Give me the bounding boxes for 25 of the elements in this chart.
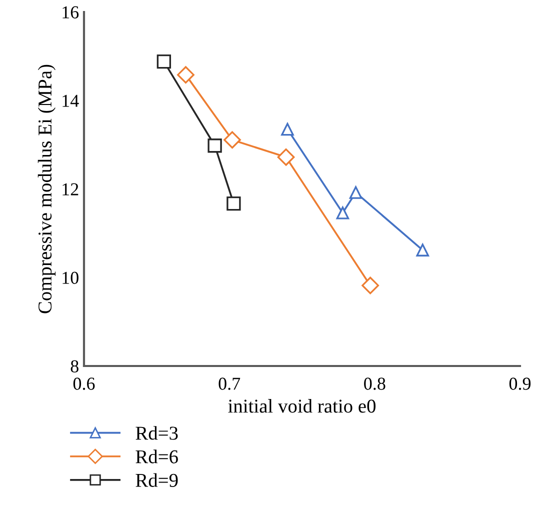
point	[336, 206, 350, 220]
point	[156, 54, 172, 69]
y-tick-label: 14	[62, 94, 79, 107]
point	[281, 122, 294, 136]
y-tick-label: 12	[62, 183, 78, 196]
x-tick-label: 0.9	[509, 378, 531, 390]
x-tick-label: 0.8	[364, 378, 386, 390]
x-tick-label: 0.7	[218, 378, 240, 390]
point	[416, 244, 430, 256]
point	[177, 66, 194, 84]
point	[362, 276, 379, 294]
y-tick-label: 8	[70, 360, 78, 372]
x-axis-title: initial void ratio e0	[228, 399, 376, 413]
legend-label: Rd=3	[136, 426, 178, 440]
y-tick-label: 16	[62, 6, 79, 18]
y-tick-label: 10	[62, 272, 78, 284]
y-axis-title: Compressive modulus Ei (MPa)	[38, 64, 56, 314]
point	[349, 186, 362, 199]
x-tick-label: 0.6	[73, 378, 95, 390]
point	[277, 148, 295, 166]
point	[224, 131, 241, 149]
point	[226, 196, 241, 211]
legend-label: Rd=9	[136, 473, 178, 487]
point	[208, 138, 222, 153]
legend-label: Rd=6	[136, 450, 178, 464]
